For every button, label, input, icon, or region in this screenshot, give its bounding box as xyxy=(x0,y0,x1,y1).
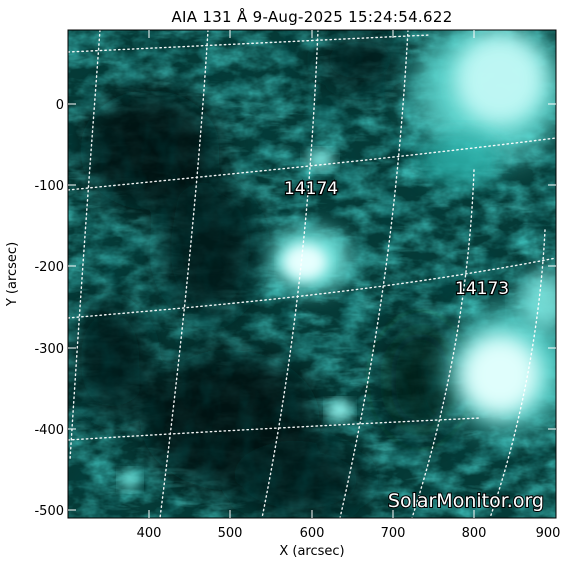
y-tick-label: 0 xyxy=(56,98,64,113)
y-tick-label: -200 xyxy=(34,260,64,275)
bright-active-regions xyxy=(120,30,556,490)
x-tick-label: 500 xyxy=(218,526,243,541)
heliographic-grid xyxy=(68,30,556,518)
x-tick-label: 800 xyxy=(462,526,487,541)
x-axis-label: X (arcsec) xyxy=(279,544,344,559)
watermark: SolarMonitor.org xyxy=(388,490,544,512)
region-label-14173: 14173 xyxy=(455,279,509,299)
y-tick-labels: 0 -100 -200 -300 -400 -500 xyxy=(34,98,64,519)
region-label-14174: 14174 xyxy=(284,179,338,199)
solar-image: 14174 14173 SolarMonitor.org xyxy=(68,30,556,518)
y-axis-label: Y (arcsec) xyxy=(5,242,20,307)
x-tick-label: 600 xyxy=(300,526,325,541)
x-axis-ticks xyxy=(148,30,475,518)
x-tick-labels: 400 500 600 700 800 900 xyxy=(137,526,561,541)
x-tick-label: 900 xyxy=(536,526,561,541)
y-axis-ticks xyxy=(68,103,556,511)
y-tick-label: -100 xyxy=(34,179,64,194)
plot-title: AIA 131 Å 9-Aug-2025 15:24:54.622 xyxy=(171,7,452,26)
x-tick-label: 400 xyxy=(137,526,162,541)
x-tick-label: 700 xyxy=(381,526,406,541)
y-tick-label: -400 xyxy=(34,423,64,438)
y-tick-label: -500 xyxy=(34,504,64,519)
y-tick-label: -300 xyxy=(34,342,64,357)
